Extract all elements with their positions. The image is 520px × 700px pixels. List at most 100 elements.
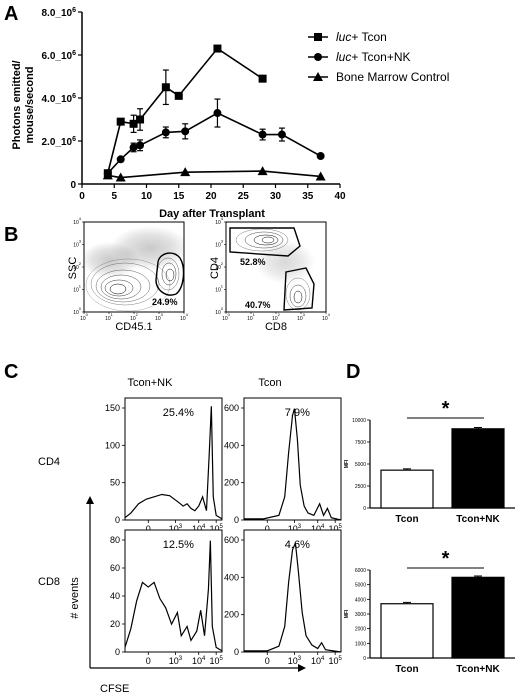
line-chart-photons: 0 5 10 15 20 25 30 35 40 0 2.0_106 4.0_106 6.0_106 8.…: [11, 7, 449, 220]
gate-percentage: 12.5%: [163, 539, 194, 551]
x-tick-label: 0: [146, 656, 151, 666]
significance-star: *: [442, 398, 450, 420]
flow-x-tick-label: 100: [80, 312, 89, 322]
data-point: [257, 166, 268, 176]
cfse-histogram: 4.6% 0 200 400 600 0 103 104 105: [224, 529, 343, 666]
data-point: [316, 152, 325, 161]
flow-y-tick-label: 103: [215, 239, 224, 249]
y-tick-label: 80: [110, 535, 120, 545]
data-point: [161, 83, 170, 92]
cfse-axis-arrows: [86, 496, 306, 672]
series-line: [107, 170, 321, 179]
series-triangle: [102, 166, 326, 182]
x-tick-label: 105: [210, 524, 224, 534]
y-tick-label: 0: [70, 180, 76, 191]
x-tick-label: 103: [288, 524, 302, 534]
flow-y-tick-label: 103: [73, 239, 82, 249]
y-tick-label: 100: [105, 440, 120, 450]
flow-x-tick-label: 102: [130, 312, 139, 322]
y-tick-label: 600: [224, 535, 239, 545]
x-tick-label: 0: [79, 191, 85, 202]
panel-letter-b: B: [4, 224, 18, 246]
data-point: [174, 91, 183, 100]
y-tick-label: 6.0_106: [42, 50, 77, 62]
y-tick-label: 0: [363, 656, 366, 662]
flow-y-tick-label: 101: [73, 284, 82, 294]
y-tick-label: 8.0_106: [42, 7, 77, 19]
y-tick-label: 1000: [355, 641, 366, 647]
data-point: [161, 128, 170, 137]
y-tick-label: 0: [234, 647, 239, 657]
x-tick-label: 105: [210, 656, 224, 666]
histogram-trace: [244, 408, 342, 521]
flow-x-axis-label: CD8: [265, 321, 287, 333]
mfi-bar-chart: 0 1000 2000 3000 4000 5000 6000 MFI Tcon Tcon+NK *: [344, 548, 515, 675]
series-circle: [103, 98, 325, 178]
data-point: [213, 44, 222, 53]
flow-y-axis-label: CD4: [209, 257, 221, 279]
panel-letter-c: C: [4, 361, 18, 383]
column-label-tcon-nk: Tcon+NK: [128, 377, 174, 389]
x-tick-label: 104: [311, 524, 325, 534]
gate-percentage: 24.9%: [152, 297, 178, 307]
histogram-y-axis-label: # events: [69, 577, 81, 619]
x-tick-label: 103: [169, 524, 183, 534]
y-tick-label: 7500: [355, 440, 366, 446]
y-tick-label: 10000: [352, 418, 366, 424]
y-tick-label: 200: [224, 610, 239, 620]
data-point: [129, 119, 138, 128]
data-point: [180, 167, 191, 177]
data-point: [181, 127, 190, 136]
series-square: [103, 44, 267, 178]
x-tick-label: 104: [311, 656, 325, 666]
mfi-bar-chart: 0 2500 5000 7500 10000 MFI Tcon Tcon+NK *: [344, 398, 515, 525]
category-label: Tcon: [395, 514, 418, 525]
y-tick-label: 400: [224, 572, 239, 582]
flow-y-tick-label: 102: [73, 261, 82, 271]
histogram-frame: [124, 529, 223, 653]
category-label: Tcon: [395, 664, 418, 675]
column-label-tcon: Tcon: [258, 377, 281, 389]
x-axis-label: Day after Transplant: [159, 208, 265, 220]
panel-letter-d: D: [346, 361, 360, 383]
panel-letter-a: A: [4, 3, 18, 25]
y-tick-label: 0: [363, 506, 366, 512]
x-tick-label: 103: [169, 656, 183, 666]
gate-percentage: 4.6%: [285, 539, 310, 551]
histogram-x-axis-label: CFSE: [100, 683, 129, 695]
y-tick-label: 2.0_106: [42, 136, 77, 148]
data-point: [277, 130, 286, 139]
category-label: Tcon+NK: [456, 664, 500, 675]
category-label: Tcon+NK: [456, 514, 500, 525]
x-tick-label: 0: [146, 524, 151, 534]
flow-y-tick-label: 101: [215, 284, 224, 294]
flow-y-tick-label: 100: [73, 306, 82, 316]
y-axis-label: MFI: [344, 459, 350, 468]
histogram-trace: [244, 542, 342, 653]
flow-x-tick-label: 103: [155, 312, 164, 322]
histogram-trace: [124, 406, 223, 520]
y-axis-label-line-2: mouse/second: [24, 66, 36, 143]
x-tick-label: 0: [265, 524, 270, 534]
y-tick-label: 2500: [355, 484, 366, 490]
x-tick-label: 20: [205, 191, 217, 202]
cfse-histogram: 7.9% 0 200 400 600 0 103 104 105: [224, 397, 343, 534]
bar-tcon-nk: [451, 576, 505, 659]
x-tick-label: 104: [192, 656, 206, 666]
data-point: [116, 155, 125, 164]
density-contours: [84, 226, 184, 312]
density-contours: [235, 228, 315, 311]
x-tick-label: 104: [192, 524, 206, 534]
significance-star: *: [442, 548, 450, 570]
data-point: [213, 109, 222, 118]
legend-marker: [313, 72, 323, 81]
row-label-cd4: CD4: [38, 456, 60, 468]
y-tick-label: 5000: [355, 462, 366, 468]
y-tick-label: 6000: [355, 568, 366, 574]
y-tick-label: 2000: [355, 627, 366, 633]
flow-x-tick-label: 100: [222, 312, 231, 322]
x-tick-label: 30: [270, 191, 282, 202]
series-line: [107, 47, 264, 174]
